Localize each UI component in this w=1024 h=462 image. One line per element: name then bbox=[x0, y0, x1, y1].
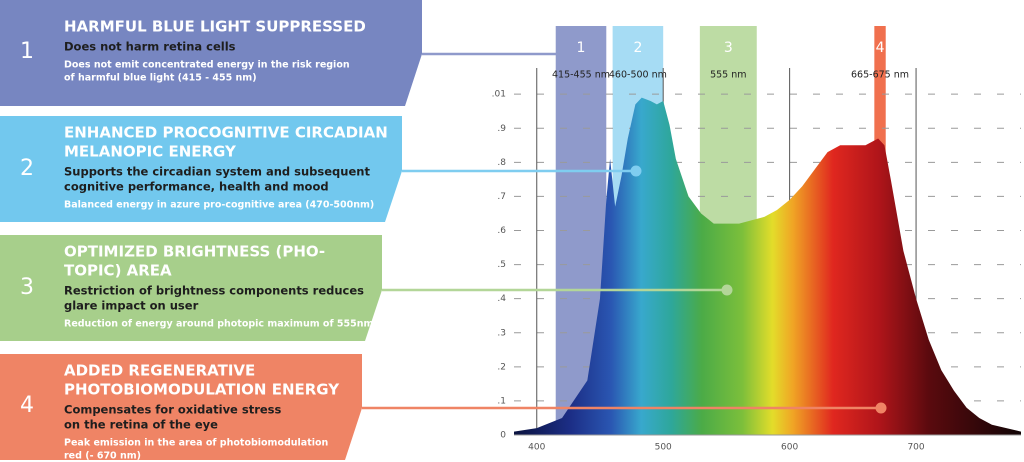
panel-subtitle: Compensates for oxidative stress bbox=[64, 403, 282, 417]
band-range-label: 665-675 nm bbox=[851, 70, 909, 81]
panel-subtitle: Restriction of brightness components red… bbox=[64, 284, 364, 298]
panel-note: of harmful blue light (415 - 455 nm) bbox=[64, 73, 257, 84]
y-tick-label: 0 bbox=[500, 431, 506, 441]
y-tick-label: .9 bbox=[497, 124, 506, 134]
band-range-label: 460-500 nm bbox=[609, 70, 667, 81]
panel-number: 1 bbox=[20, 39, 34, 64]
band-range-label: 555 nm bbox=[710, 70, 746, 81]
panel-number: 2 bbox=[20, 156, 34, 181]
band-number: 3 bbox=[724, 40, 733, 56]
panel-subtitle: Does not harm retina cells bbox=[64, 40, 236, 54]
panel-note: Does not emit concentrated energy in the… bbox=[64, 60, 350, 71]
connector-dot bbox=[630, 165, 642, 177]
x-tick-label: 700 bbox=[907, 443, 924, 453]
x-tick-label: 500 bbox=[655, 443, 672, 453]
panel-note: Peak emission in the area of photobiomod… bbox=[64, 438, 329, 449]
y-tick-label: .01 bbox=[492, 90, 506, 100]
panels: 1 HARMFUL BLUE LIGHT SUPPRESSED Does not h… bbox=[0, 0, 887, 462]
panel-note: Reduction of energy around photopic maxi… bbox=[64, 319, 373, 330]
spectrum-chart: 1 415-455 nm 2 460-500 nm 3 555 nm 4 665-675 nm… bbox=[492, 26, 1021, 453]
connector-dot bbox=[721, 284, 733, 296]
x-tick-label: 600 bbox=[781, 443, 798, 453]
panel-title: HARMFUL BLUE LIGHT SUPPRESSED bbox=[64, 18, 366, 36]
y-tick-label: .5 bbox=[497, 260, 506, 270]
y-tick-label: .7 bbox=[497, 192, 506, 202]
panel-number: 4 bbox=[20, 393, 34, 418]
band-range-label: 415-455 nm bbox=[552, 70, 610, 81]
panel-subtitle: glare impact on user bbox=[64, 299, 199, 313]
panel-background bbox=[0, 0, 422, 106]
panel-note: red (- 670 nm) bbox=[64, 451, 141, 462]
panel-background bbox=[0, 235, 382, 341]
panel-title: MELANOPIC ENERGY bbox=[64, 143, 237, 161]
panel-title: ADDED REGENERATIVE bbox=[64, 362, 255, 380]
band-number: 4 bbox=[876, 40, 885, 56]
band-number: 1 bbox=[577, 40, 586, 56]
y-tick-label: .1 bbox=[497, 396, 506, 406]
panel-title: PHOTOBIOMODULATION ENERGY bbox=[64, 381, 340, 399]
panel-subtitle: Supports the circadian system and subseq… bbox=[64, 165, 370, 179]
y-tick-label: .2 bbox=[497, 362, 506, 372]
panel-subtitle: on the retina of the eye bbox=[64, 418, 218, 432]
panel-background bbox=[0, 116, 402, 222]
band-number: 2 bbox=[633, 40, 642, 56]
connector-dot bbox=[875, 402, 887, 414]
y-tick-label: .4 bbox=[497, 294, 506, 304]
panel-note: Balanced energy in azure pro-cognitive a… bbox=[64, 200, 374, 211]
y-tick-label: .6 bbox=[497, 226, 506, 236]
y-tick-label: .3 bbox=[497, 328, 506, 338]
y-tick-label: .8 bbox=[497, 158, 506, 168]
panel-subtitle: cognitive performance, health and mood bbox=[64, 180, 329, 194]
panel-background bbox=[0, 354, 362, 460]
x-tick-label: 400 bbox=[528, 443, 545, 453]
panel-number: 3 bbox=[20, 275, 34, 300]
panel-title: TOPIC) AREA bbox=[64, 262, 172, 280]
panel-title: OPTIMIZED BRIGHTNESS (PHO- bbox=[64, 243, 325, 261]
panel-title: ENHANCED PROCOGNITIVE CIRCADIAN bbox=[64, 124, 388, 142]
spectrum-area bbox=[514, 97, 1021, 435]
